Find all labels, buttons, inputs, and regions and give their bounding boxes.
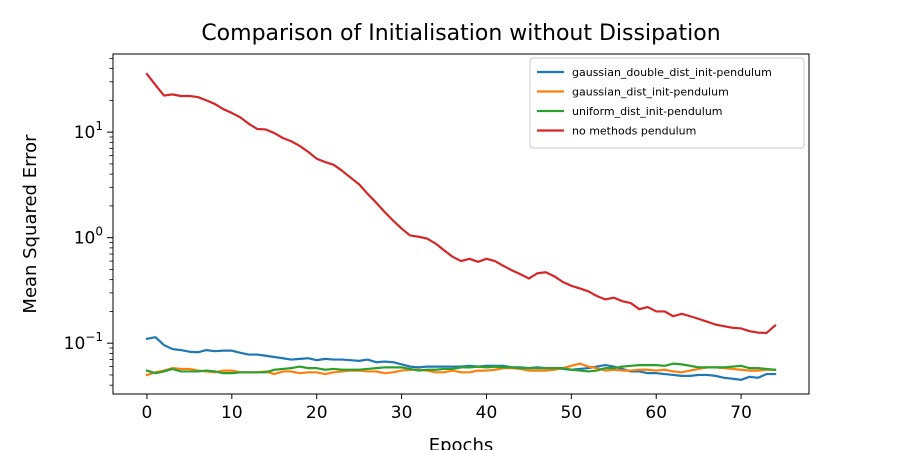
series-lines — [145, 72, 777, 381]
y-minor-ticks — [109, 57, 113, 386]
series-line-2 — [145, 362, 777, 375]
x-tick-label: 60 — [645, 403, 667, 423]
x-tick-label: 70 — [730, 403, 752, 423]
legend-label-0: gaussian_double_dist_init-pendulum — [572, 66, 772, 79]
y-tick-label: 10−1 — [64, 330, 103, 354]
plot-area: 0 10 20 30 40 50 60 70 101 100 10−1 Epochs Mean Squa… — [20, 53, 810, 450]
chart-title: Comparison of Initialisation without Dis… — [201, 21, 720, 46]
y-tick-label: 100 — [74, 225, 103, 249]
x-tick-label: 40 — [476, 403, 498, 423]
legend-box — [529, 57, 805, 149]
series-line-3 — [145, 72, 777, 335]
x-tick-label: 10 — [221, 403, 243, 423]
x-axis-ticks: 0 10 20 30 40 50 60 70 — [142, 394, 752, 423]
legend-label-3: no methods pendulum — [572, 125, 696, 138]
legend-label-2: uniform_dist_init-pendulum — [572, 105, 723, 118]
y-axis-label: Mean Squared Error — [20, 134, 41, 314]
y-tick-label: 101 — [74, 119, 103, 143]
x-tick-label: 30 — [391, 403, 413, 423]
x-axis-label: Epochs — [429, 435, 494, 450]
x-tick-label: 0 — [142, 403, 153, 423]
legend-label-1: gaussian_dist_init-pendulum — [572, 86, 729, 99]
x-tick-label: 20 — [306, 403, 328, 423]
legend: gaussian_double_dist_init-pendulumgaussi… — [529, 57, 805, 149]
x-tick-label: 50 — [561, 403, 583, 423]
y-axis-ticks: 101 100 10−1 — [64, 119, 113, 354]
plot-frame — [112, 53, 810, 395]
